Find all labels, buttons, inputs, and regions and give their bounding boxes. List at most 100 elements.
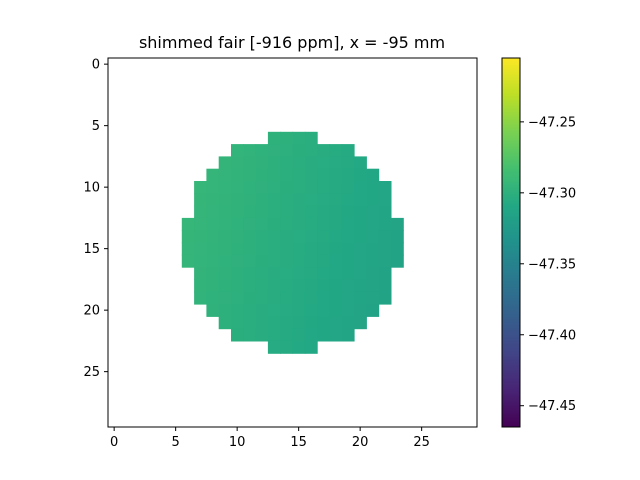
heatmap-cell bbox=[218, 316, 232, 330]
heatmap-cell bbox=[354, 181, 367, 194]
heatmap-cell bbox=[317, 316, 330, 330]
heatmap-cell bbox=[341, 254, 355, 268]
heatmap-cell bbox=[329, 205, 343, 219]
heatmap-cell bbox=[206, 168, 220, 182]
heatmap-cell bbox=[280, 328, 294, 342]
heatmap-cell bbox=[243, 156, 257, 170]
heatmap-cell bbox=[317, 217, 330, 231]
heatmap-cell bbox=[218, 217, 232, 231]
heatmap-cell bbox=[378, 267, 392, 280]
heatmap-cell bbox=[366, 181, 380, 194]
heatmap-cell bbox=[280, 205, 294, 219]
heatmap-cell bbox=[292, 156, 306, 170]
heatmap-cell bbox=[292, 144, 306, 157]
colorbar-tick-label: −47.40 bbox=[528, 328, 576, 343]
heatmap-cell bbox=[231, 316, 244, 330]
heatmap-cell bbox=[255, 254, 269, 268]
heatmap-cell bbox=[292, 291, 306, 305]
heatmap-cell bbox=[292, 340, 306, 354]
heatmap-cells bbox=[181, 131, 404, 354]
heatmap-cell bbox=[317, 304, 330, 317]
heatmap-cell bbox=[354, 254, 367, 268]
heatmap-cell bbox=[292, 328, 306, 342]
heatmap-cell bbox=[329, 168, 343, 182]
heatmap-cell bbox=[317, 144, 330, 157]
heatmap-cell bbox=[267, 316, 281, 330]
heatmap-cell bbox=[218, 156, 232, 170]
heatmap-cell bbox=[255, 242, 269, 256]
heatmap-cell bbox=[231, 279, 244, 293]
heatmap-cell bbox=[231, 193, 244, 207]
heatmap-cell bbox=[218, 291, 232, 305]
heatmap-cell bbox=[378, 254, 392, 268]
heatmap-cell bbox=[206, 254, 220, 268]
heatmap-cell bbox=[280, 254, 294, 268]
heatmap-cell bbox=[267, 230, 281, 244]
heatmap-cell bbox=[194, 230, 207, 244]
heatmap-cell bbox=[292, 267, 306, 280]
heatmap-cell bbox=[341, 242, 355, 256]
heatmap-cell bbox=[378, 217, 392, 231]
heatmap-cell bbox=[317, 291, 330, 305]
heatmap-cell bbox=[267, 168, 281, 182]
plot-frame bbox=[107, 57, 478, 428]
y-tick-label: 25 bbox=[83, 365, 100, 380]
heatmap-cell bbox=[366, 304, 380, 317]
heatmap-cell bbox=[341, 316, 355, 330]
y-tick-label: 0 bbox=[92, 58, 100, 73]
heatmap-cell bbox=[267, 340, 281, 354]
heatmap-cell bbox=[354, 242, 367, 256]
heatmap-cell bbox=[181, 217, 195, 231]
heatmap-cell bbox=[341, 144, 355, 157]
heatmap-cell bbox=[354, 304, 367, 317]
heatmap-cell bbox=[206, 279, 220, 293]
x-tick-label: 10 bbox=[229, 435, 246, 450]
heatmap-cell bbox=[267, 304, 281, 317]
heatmap-cell bbox=[267, 193, 281, 207]
heatmap-cell bbox=[329, 267, 343, 280]
heatmap-cell bbox=[243, 230, 257, 244]
heatmap-cell bbox=[231, 168, 244, 182]
heatmap-cell bbox=[341, 230, 355, 244]
heatmap-cell bbox=[304, 267, 318, 280]
heatmap-cell bbox=[317, 279, 330, 293]
heatmap-cell bbox=[304, 131, 318, 145]
heatmap-cell bbox=[243, 304, 257, 317]
heatmap-cell bbox=[329, 230, 343, 244]
heatmap-cell bbox=[218, 254, 232, 268]
heatmap-cell bbox=[243, 291, 257, 305]
heatmap-cell bbox=[329, 217, 343, 231]
heatmap-cell bbox=[218, 230, 232, 244]
heatmap-cell bbox=[243, 144, 257, 157]
heatmap-cell bbox=[243, 328, 257, 342]
colorbar-tick-label: −47.30 bbox=[528, 186, 576, 201]
heatmap-cell bbox=[181, 230, 195, 244]
heatmap-cell bbox=[280, 291, 294, 305]
heatmap-cell bbox=[206, 230, 220, 244]
heatmap-cell bbox=[231, 291, 244, 305]
heatmap-cell bbox=[255, 168, 269, 182]
heatmap-cell bbox=[341, 279, 355, 293]
heatmap-cell bbox=[255, 144, 269, 157]
heatmap-cell bbox=[378, 291, 392, 305]
heatmap-cell bbox=[341, 168, 355, 182]
heatmap-cell bbox=[181, 242, 195, 256]
heatmap-cell bbox=[329, 304, 343, 317]
heatmap-cell bbox=[267, 181, 281, 194]
heatmap-cell bbox=[231, 205, 244, 219]
heatmap-cell bbox=[304, 144, 318, 157]
heatmap-cell bbox=[329, 328, 343, 342]
heatmap-cell bbox=[304, 254, 318, 268]
colorbar-frame bbox=[501, 57, 521, 428]
x-axis: 0 5 10 15 20 25 bbox=[110, 427, 430, 450]
heatmap-cell bbox=[292, 205, 306, 219]
heatmap-cell bbox=[280, 242, 294, 256]
colorbar-tick-label: −47.35 bbox=[528, 257, 576, 272]
heatmap-cell bbox=[366, 242, 380, 256]
heatmap-cell bbox=[206, 304, 220, 317]
y-tick-label: 10 bbox=[83, 181, 100, 196]
heatmap-cell bbox=[341, 291, 355, 305]
heatmap-cell bbox=[304, 156, 318, 170]
heatmap-cell bbox=[280, 131, 294, 145]
heatmap-cell bbox=[317, 181, 330, 194]
